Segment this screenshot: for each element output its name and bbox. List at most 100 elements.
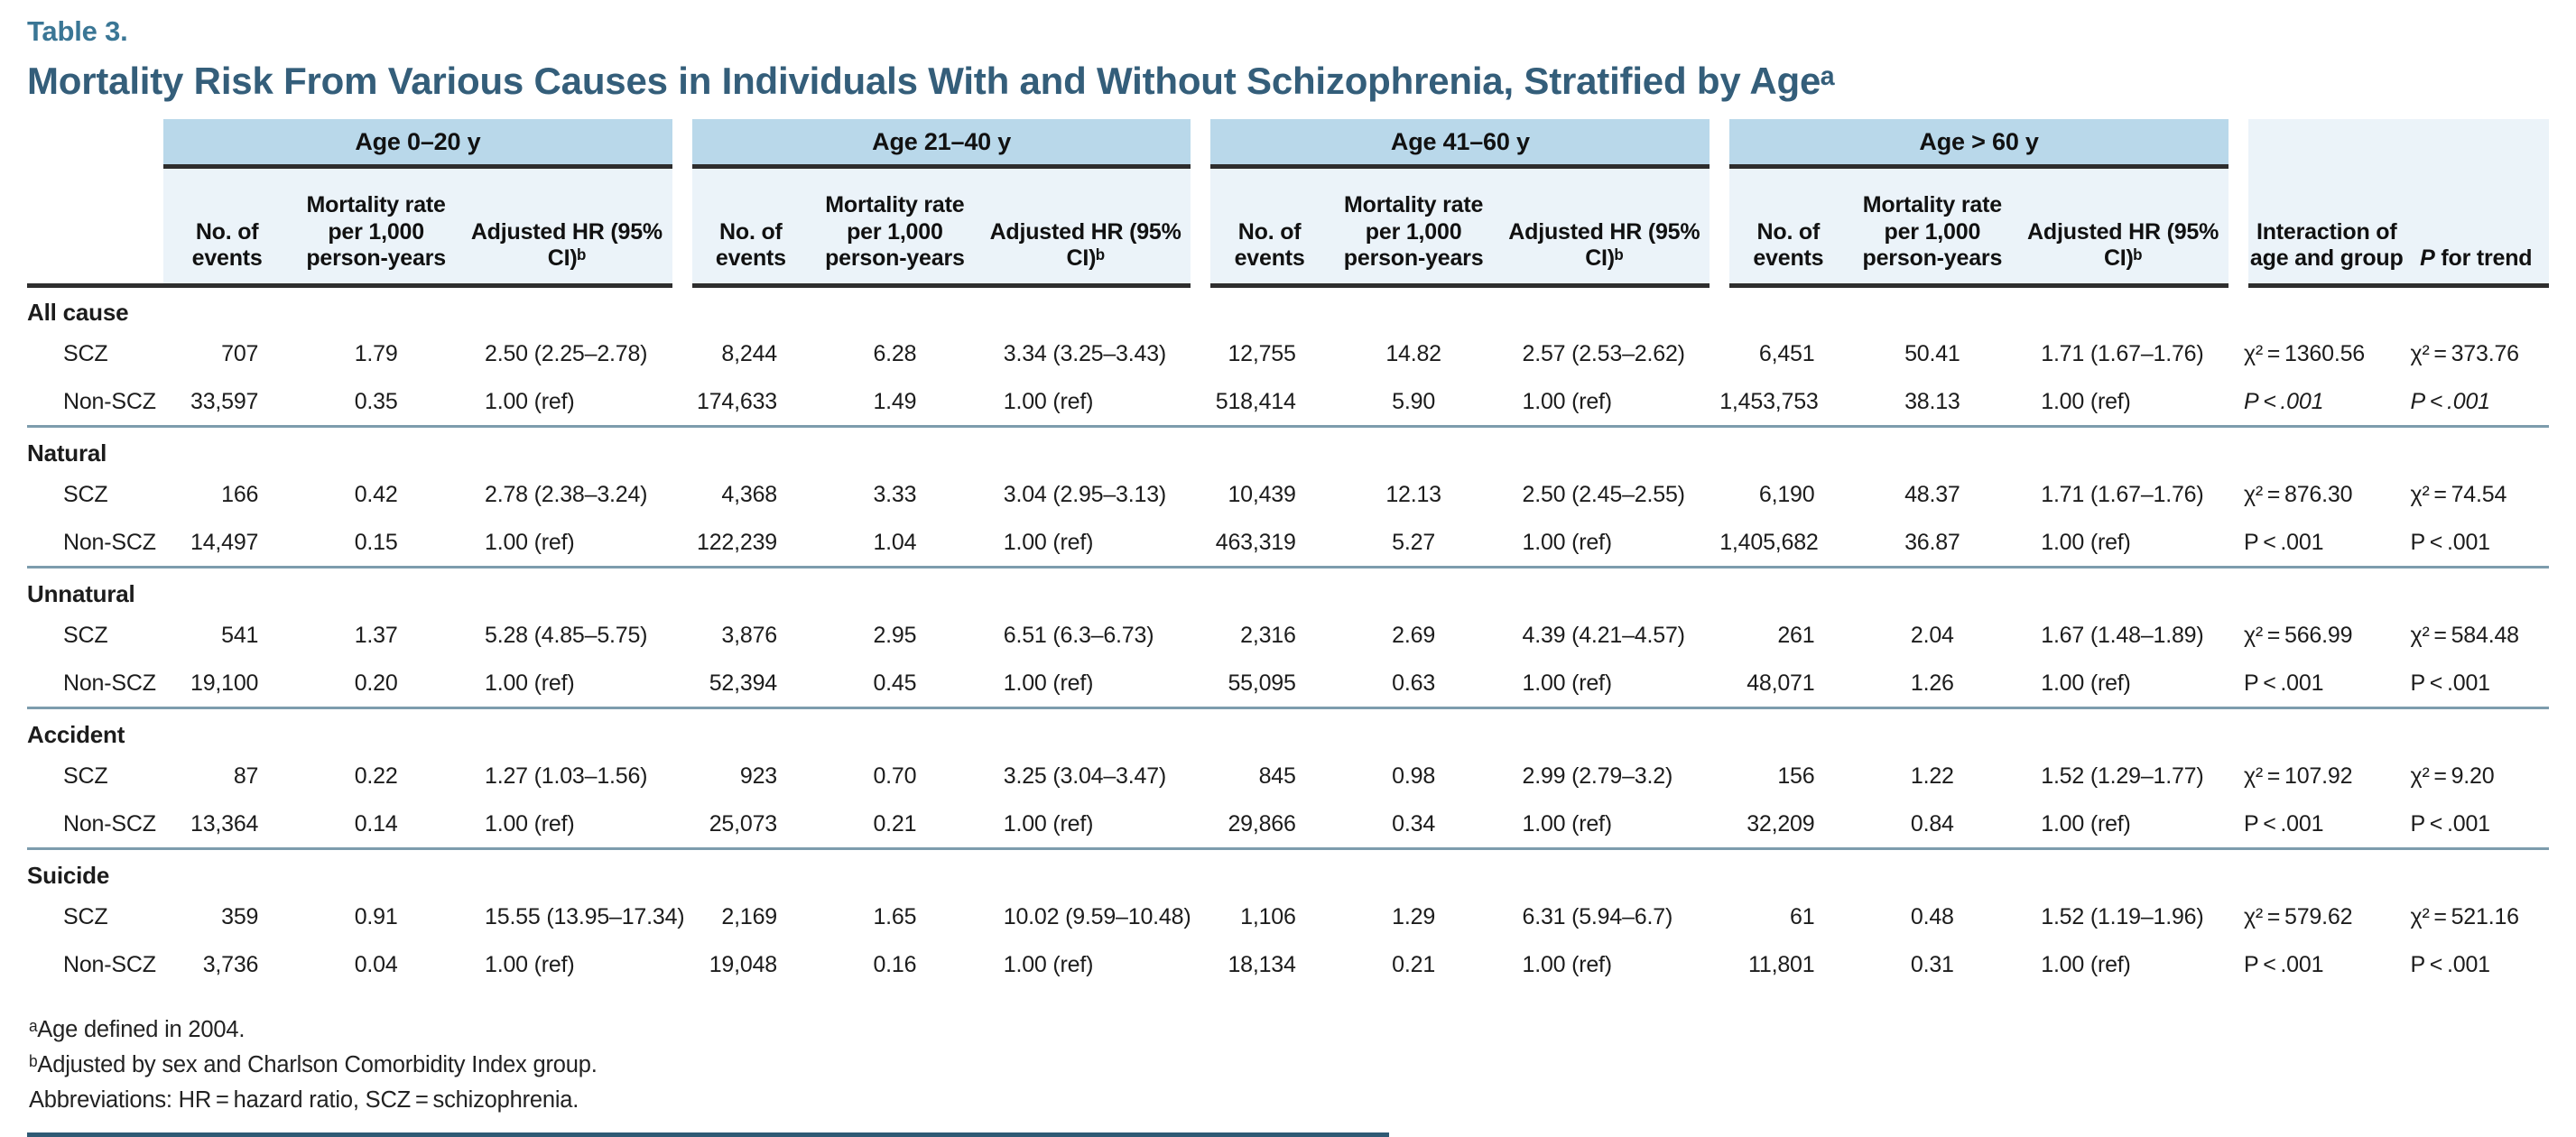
p-trend-cell: χ² = 9.20 [2405,753,2549,801]
footnote-b: ᵇAdjusted by sex and Charlson Comorbidit… [29,1052,598,1078]
col-header-events: No. of events [1191,166,1329,286]
corner-spacer [27,119,164,167]
adjusted-hr-cell: 1.00 (ref) [461,941,682,990]
no-of-events-cell: 32,209 [1719,800,1848,849]
p-trend-p: P [2420,245,2435,272]
adjusted-hr-cell: 1.00 (ref) [979,941,1201,990]
interaction-cell: χ² = 566.99 [2238,612,2405,661]
footnotes: ᵃAge defined in 2004. ᵇAdjusted by sex a… [27,1012,2549,1117]
age-band-over-60: Age > 60 y [1710,119,2238,169]
interaction-cell: P < .001 [2238,941,2405,990]
mortality-rate-cell: 2.69 [1328,612,1499,661]
adjusted-hr-cell: 1.00 (ref) [979,378,1201,427]
adjusted-hr-cell: 1.00 (ref) [1498,519,1720,568]
adjusted-hr-cell: 1.00 (ref) [461,800,682,849]
mortality-rate-cell: 0.16 [809,941,980,990]
mortality-rate-cell: 2.95 [809,612,980,661]
mortality-rate-cell: 0.31 [1847,941,2018,990]
mortality-rate-cell: 0.63 [1328,660,1499,708]
mortality-rate-cell: 1.04 [809,519,980,568]
table-row: Non-SCZ 19,100 0.20 1.00 (ref) 52,394 0.45 1.0… [27,660,2549,708]
adjusted-hr-cell: 1.00 (ref) [1498,378,1720,427]
no-of-events-cell: 11,801 [1719,941,1848,990]
mortality-rate-cell: 0.98 [1328,753,1499,801]
adjusted-hr-cell: 1.52 (1.19–1.96) [2017,893,2238,942]
col-header-hr: Adjusted HR (95% CI)ᵇ [461,166,682,286]
no-of-events-cell: 541 [163,612,292,661]
interaction-cell: P < .001 [2238,519,2405,568]
adjusted-hr-cell: 15.55 (13.95–17.34) [461,893,685,942]
adjusted-hr-cell: 2.78 (2.38–3.24) [461,471,682,520]
section-label: Accident [27,706,2549,753]
mortality-rate-cell: 48.37 [1847,471,2018,520]
no-of-events-cell: 52,394 [681,660,810,708]
adjusted-hr-cell: 1.00 (ref) [1498,800,1720,849]
adjusted-hr-cell: 2.50 (2.45–2.55) [1498,471,1720,520]
mortality-table: Age 0–20 y Age 21–40 y Age 41–60 y Age >… [27,119,2549,990]
section-label: Natural [27,424,2549,472]
mortality-rate-cell: 5.90 [1328,378,1499,427]
p-trend-cell: P < .001 [2405,378,2549,427]
mortality-rate-cell: 0.35 [291,378,462,427]
bottom-rule [27,1132,1389,1137]
row-group-label: Non-SCZ [27,800,164,849]
adjusted-hr-cell: 1.52 (1.29–1.77) [2017,753,2238,801]
no-of-events-cell: 8,244 [681,330,810,379]
no-of-events-cell: 14,497 [163,519,292,568]
mortality-rate-cell: 3.33 [809,471,980,520]
mortality-rate-cell: 1.49 [809,378,980,427]
footnote-abbreviations: Abbreviations: HR = hazard ratio, SCZ = … [29,1086,579,1113]
p-trend-cell: P < .001 [2405,519,2549,568]
no-of-events-cell: 6,451 [1719,330,1848,379]
adjusted-hr-cell: 10.02 (9.59–10.48) [979,893,1201,942]
interaction-cell: P < .001 [2238,378,2405,427]
mortality-rate-cell: 2.04 [1847,612,2018,661]
col-header-events: No. of events [163,166,292,286]
table-row: SCZ 541 1.37 5.28 (4.85–5.75) 3,876 2.95 6.51 … [27,612,2549,661]
mortality-rate-cell: 0.34 [1328,800,1499,849]
adjusted-hr-cell: 1.27 (1.03–1.56) [461,753,682,801]
mortality-rate-cell: 0.45 [809,660,980,708]
no-of-events-cell: 33,597 [163,378,292,427]
age-band-0-20: Age 0–20 y [163,119,682,169]
section-row: All cause [27,282,2549,331]
mortality-rate-cell: 0.22 [291,753,462,801]
col-header-events: No. of events [1710,166,1848,286]
no-of-events-cell: 12,755 [1200,330,1329,379]
mortality-rate-cell: 0.21 [1328,941,1499,990]
interaction-cell: χ² = 876.30 [2238,471,2405,520]
mortality-rate-cell: 1.65 [809,893,980,942]
row-group-label: SCZ [27,612,164,661]
table-row: Non-SCZ 14,497 0.15 1.00 (ref) 122,239 1.04 1.… [27,519,2549,568]
section-label: All cause [27,282,2549,331]
mortality-rate-cell: 0.20 [291,660,462,708]
no-of-events-cell: 55,095 [1200,660,1329,708]
interaction-cell: χ² = 579.62 [2238,893,2405,942]
interaction-cell: χ² = 1360.56 [2238,330,2405,379]
adjusted-hr-cell: 1.00 (ref) [1498,660,1720,708]
no-of-events-cell: 707 [163,330,292,379]
adjusted-hr-cell: 1.00 (ref) [461,378,682,427]
section-row: Natural [27,424,2549,472]
column-header-row: No. of events Mortality rate per 1,000 p… [27,166,2549,286]
adjusted-hr-cell: 1.00 (ref) [461,519,682,568]
adjusted-hr-cell: 6.51 (6.3–6.73) [979,612,1201,661]
row-group-label: SCZ [27,471,164,520]
no-of-events-cell: 25,073 [681,800,810,849]
no-of-events-cell: 29,866 [1200,800,1329,849]
no-of-events-cell: 174,633 [681,378,810,427]
adjusted-hr-cell: 6.31 (5.94–6.7) [1498,893,1720,942]
adjusted-hr-cell: 3.25 (3.04–3.47) [979,753,1201,801]
row-group-label: SCZ [27,330,164,379]
col-header-hr: Adjusted HR (95% CI)ᵇ [979,166,1201,286]
mortality-rate-cell: 1.29 [1328,893,1499,942]
mortality-rate-cell: 50.41 [1847,330,2018,379]
adjusted-hr-cell: 5.28 (4.85–5.75) [461,612,682,661]
mortality-rate-cell: 0.04 [291,941,462,990]
table-row: SCZ 707 1.79 2.50 (2.25–2.78) 8,244 6.28 3.34 … [27,330,2549,379]
adjusted-hr-cell: 3.04 (2.95–3.13) [979,471,1201,520]
no-of-events-cell: 1,106 [1200,893,1329,942]
no-of-events-cell: 122,239 [681,519,810,568]
mortality-rate-cell: 1.37 [291,612,462,661]
mortality-rate-cell: 0.15 [291,519,462,568]
